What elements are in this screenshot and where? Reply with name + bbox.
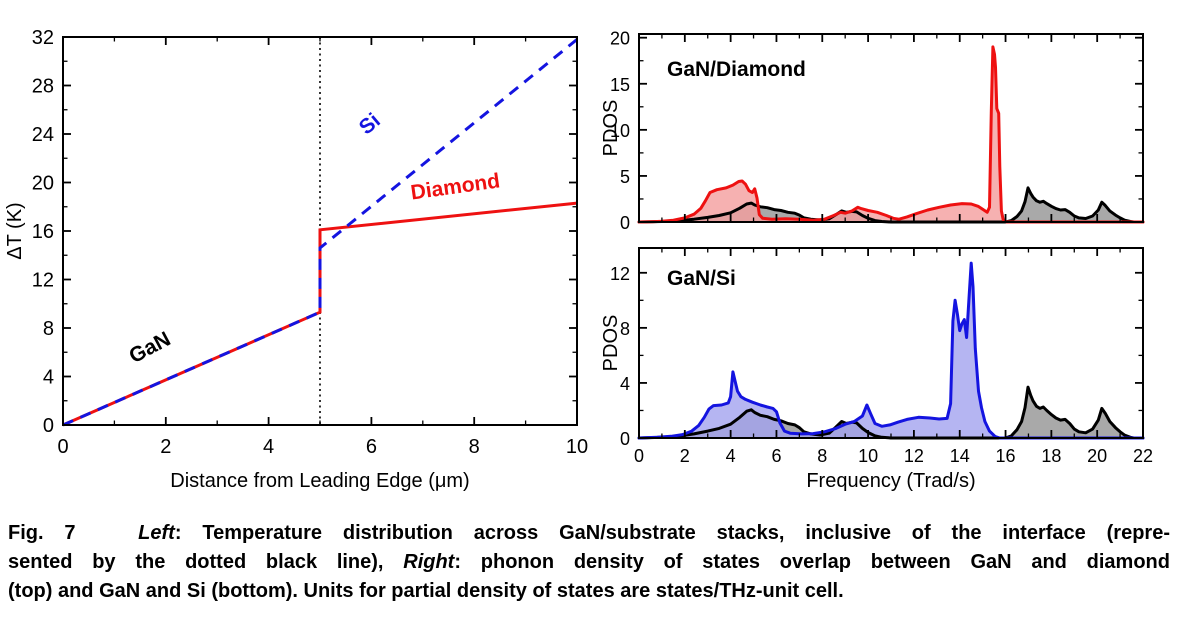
x-tick-label: 18 <box>1041 446 1061 466</box>
y-tick-label: 0 <box>43 415 54 437</box>
x-tick-label: 16 <box>996 446 1016 466</box>
caption-text: : Temperature distribution across GaN/su… <box>174 522 1170 544</box>
x-tick-label: 10 <box>566 436 588 458</box>
curve-diamond <box>637 45 1145 224</box>
y-tick-label: 5 <box>620 167 630 187</box>
line-label-si: Si <box>355 109 385 139</box>
x-tick-label: 20 <box>1087 446 1107 466</box>
y-axis-title: PDOS <box>600 315 622 372</box>
y-tick-label: 32 <box>32 27 54 49</box>
line-label-gan: GaN <box>125 327 174 368</box>
line-label-diamond: Diamond <box>409 169 501 204</box>
y-tick-label: 4 <box>620 374 630 394</box>
x-tick-label: 14 <box>950 446 970 466</box>
x-tick-label: 4 <box>263 436 274 458</box>
y-tick-label: 24 <box>32 124 54 146</box>
y-axis-title: PDOS <box>600 100 622 157</box>
caption-text: : phonon density of states overlap betwe… <box>454 551 1170 573</box>
caption-emphasis: Right <box>403 551 455 573</box>
x-tick-label: 6 <box>771 446 781 466</box>
x-tick-label: 0 <box>57 436 68 458</box>
y-tick-label: 12 <box>32 270 54 292</box>
y-tick-label: 0 <box>620 213 630 233</box>
figure-caption: Fig. 7 Left: Temperature distribution ac… <box>8 519 1170 606</box>
x-tick-label: 0 <box>634 446 644 466</box>
x-tick-label: 8 <box>817 446 827 466</box>
caption-emphasis: Left <box>138 522 175 544</box>
y-tick-label: 20 <box>32 173 54 195</box>
y-tick-label: 15 <box>610 75 630 95</box>
line-GaN-on-si <box>62 38 578 427</box>
y-tick-label: 0 <box>620 429 630 449</box>
caption-text: Fig. 7 <box>8 522 139 544</box>
pdos-gan-si: 0 4 8 12 0 2 4 6 8 10 12 14 16 18 20 22 Frequency (Trad/… <box>600 247 1153 492</box>
x-tick-label: 4 <box>726 446 736 466</box>
y-tick-label: 12 <box>610 264 630 284</box>
y-tick-label: 4 <box>43 367 54 389</box>
x-tick-label: 6 <box>366 436 377 458</box>
x-tick-label: 2 <box>160 436 171 458</box>
panel-label-pdos-gan-si: GaN/Si <box>667 267 736 290</box>
x-axis-title: Frequency (Trad/s) <box>806 470 975 492</box>
y-axis-title: ΔT (K) <box>4 202 26 259</box>
y-tick-label: 16 <box>32 221 54 243</box>
y-tick-label: 20 <box>610 29 630 49</box>
x-tick-label: 10 <box>858 446 878 466</box>
pdos-gan-diamond: 0 5 10 15 20 PDOS GaN/Diamond <box>600 29 1145 233</box>
area-fill-gan <box>639 187 1143 222</box>
y-tick-label: 10 <box>610 121 630 141</box>
curve-si <box>637 261 1145 440</box>
caption-text: sented by the dotted black line), <box>8 551 404 573</box>
y-tick-label: 8 <box>43 318 54 340</box>
caption-line-2: sented by the dotted black line), Right:… <box>8 548 1170 577</box>
caption-line-1: Fig. 7 Left: Temperature distribution ac… <box>8 519 1170 548</box>
y-tick-label: 28 <box>32 76 54 98</box>
x-tick-label: 22 <box>1133 446 1153 466</box>
panel-label-pdos-gan-diamond: GaN/Diamond <box>667 58 806 81</box>
caption-text: (top) and GaN and Si (bottom). Units for… <box>8 580 844 602</box>
x-tick-label: 12 <box>904 446 924 466</box>
y-tick-label: 8 <box>620 319 630 339</box>
x-tick-label: 2 <box>680 446 690 466</box>
x-tick-label: 8 <box>469 436 480 458</box>
x-axis-title: Distance from Leading Edge (μm) <box>170 470 469 492</box>
caption-line-3: (top) and GaN and Si (bottom). Units for… <box>8 577 1170 606</box>
